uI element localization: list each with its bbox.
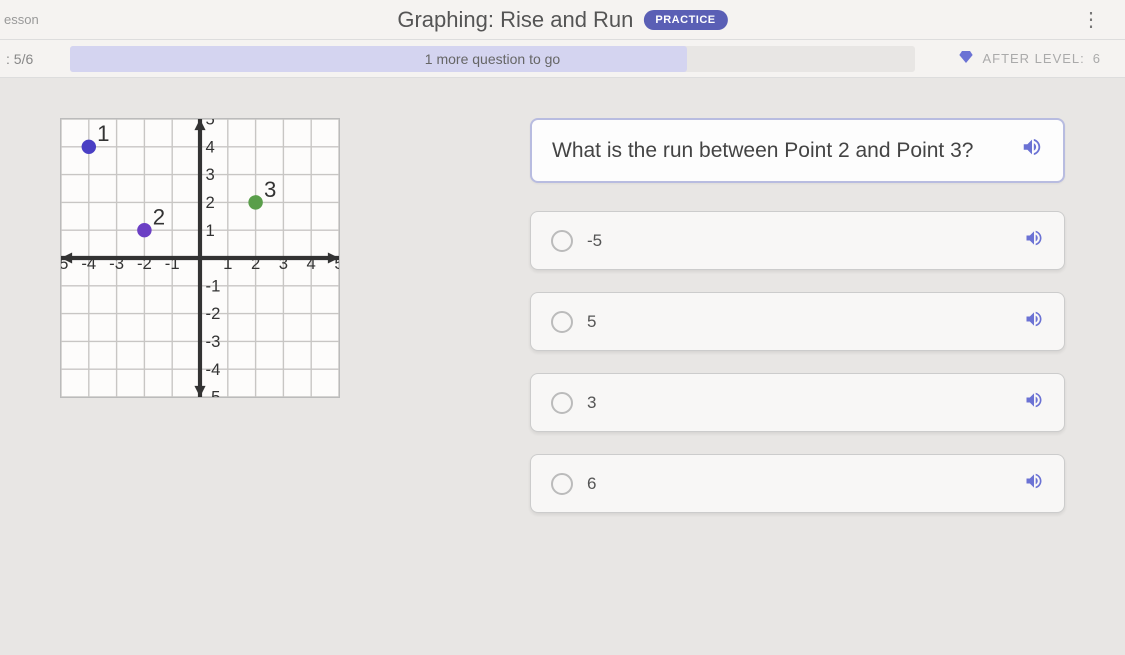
svg-text:1: 1 xyxy=(223,254,232,273)
svg-text:-1: -1 xyxy=(206,276,221,295)
svg-text:3: 3 xyxy=(264,177,276,202)
radio-icon xyxy=(551,230,573,252)
radio-icon xyxy=(551,392,573,414)
more-menu-icon[interactable]: ⋮ xyxy=(1081,7,1101,32)
radio-icon xyxy=(551,311,573,333)
answer-text: 6 xyxy=(587,474,596,494)
answer-left: 6 xyxy=(551,473,596,495)
progress-counter: : 5/6 xyxy=(0,51,70,67)
left-panel: -5-5-4-4-3-3-2-2-1-11122334455123 xyxy=(30,118,490,535)
question-card: What is the run between Point 2 and Poin… xyxy=(530,118,1065,183)
right-panel: What is the run between Point 2 and Poin… xyxy=(530,118,1095,535)
gem-icon xyxy=(958,49,974,68)
svg-text:2: 2 xyxy=(251,254,260,273)
answer-option[interactable]: 5 xyxy=(530,292,1065,351)
svg-text:2: 2 xyxy=(206,193,215,212)
svg-text:-1: -1 xyxy=(165,254,180,273)
progress-row: : 5/6 1 more question to go AFTER LEVEL:… xyxy=(0,40,1125,78)
graph-svg: -5-5-4-4-3-3-2-2-1-11122334455123 xyxy=(61,119,339,397)
answer-option[interactable]: 3 xyxy=(530,373,1065,432)
speaker-icon[interactable] xyxy=(1024,471,1044,496)
svg-text:5: 5 xyxy=(334,254,339,273)
answer-text: 5 xyxy=(587,312,596,332)
radio-icon xyxy=(551,473,573,495)
after-level-value: 6 xyxy=(1093,51,1101,66)
svg-text:-2: -2 xyxy=(137,254,152,273)
title-wrap: Graphing: Rise and Run PRACTICE xyxy=(397,7,727,33)
progress-fill xyxy=(70,46,687,72)
answer-option[interactable]: -5 xyxy=(530,211,1065,270)
speaker-icon[interactable] xyxy=(1024,309,1044,334)
svg-text:-2: -2 xyxy=(206,304,221,323)
content: -5-5-4-4-3-3-2-2-1-11122334455123 What i… xyxy=(0,78,1125,575)
svg-text:-3: -3 xyxy=(109,254,124,273)
svg-text:-4: -4 xyxy=(206,360,221,379)
speaker-icon[interactable] xyxy=(1024,390,1044,415)
svg-text:-5: -5 xyxy=(206,388,221,397)
svg-text:3: 3 xyxy=(279,254,288,273)
svg-text:-3: -3 xyxy=(206,332,221,351)
speaker-icon[interactable] xyxy=(1024,228,1044,253)
svg-text:3: 3 xyxy=(206,165,215,184)
after-level: AFTER LEVEL: 6 xyxy=(925,49,1125,68)
progress-bar: 1 more question to go xyxy=(70,46,915,72)
coordinate-graph: -5-5-4-4-3-3-2-2-1-11122334455123 xyxy=(60,118,340,398)
answer-text: -5 xyxy=(587,231,602,251)
svg-text:4: 4 xyxy=(206,137,215,156)
svg-text:2: 2 xyxy=(153,205,165,230)
answers-container: -5 5 3 6 xyxy=(530,211,1065,513)
svg-text:5: 5 xyxy=(206,119,215,129)
answer-left: 3 xyxy=(551,392,596,414)
page-title: Graphing: Rise and Run xyxy=(397,7,633,33)
after-level-label: AFTER LEVEL: xyxy=(982,51,1084,66)
svg-text:4: 4 xyxy=(307,254,316,273)
svg-text:-4: -4 xyxy=(81,254,96,273)
answer-left: 5 xyxy=(551,311,596,333)
top-bar: esson Graphing: Rise and Run PRACTICE ⋮ xyxy=(0,0,1125,40)
svg-text:-5: -5 xyxy=(61,254,68,273)
practice-badge: PRACTICE xyxy=(643,10,727,30)
speaker-icon[interactable] xyxy=(1021,136,1043,163)
progress-text: 1 more question to go xyxy=(425,51,560,67)
answer-left: -5 xyxy=(551,230,602,252)
question-text: What is the run between Point 2 and Poin… xyxy=(552,136,1009,165)
svg-text:1: 1 xyxy=(206,221,215,240)
answer-text: 3 xyxy=(587,393,596,413)
lesson-label: esson xyxy=(0,12,70,27)
svg-text:1: 1 xyxy=(97,121,109,146)
answer-option[interactable]: 6 xyxy=(530,454,1065,513)
